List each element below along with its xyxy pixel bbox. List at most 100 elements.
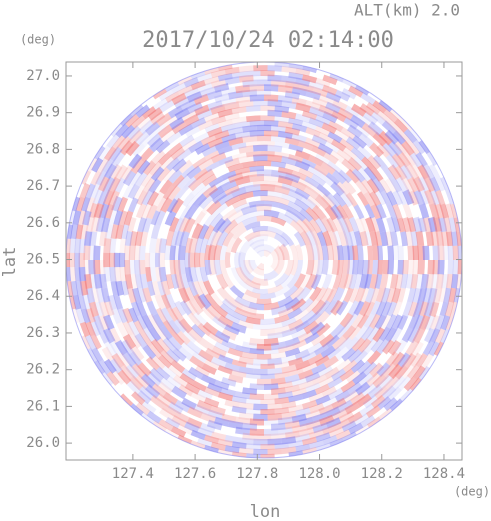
echo-cell [311,374,328,386]
echo-cell [278,120,294,129]
echo-cell [288,450,304,457]
echo-cell [128,260,136,275]
echo-cell [334,389,351,403]
echo-cell [134,231,144,247]
echo-cell [285,430,301,440]
echo-cell [310,230,322,246]
echo-cell [194,365,211,378]
echo-cell [148,178,162,194]
echo-cell [142,287,153,303]
echo-cell [387,164,402,180]
echo-cell [363,361,378,376]
echo-cell [98,260,106,275]
echo-cell [320,193,336,209]
echo-cell [327,376,343,389]
echo-cell [210,78,227,89]
echo-cell [422,245,430,260]
echo-cell [391,216,401,233]
echo-cell [391,375,406,390]
echo-cell [267,226,284,237]
echo-cell [378,130,394,146]
echo-cell [148,343,163,359]
echo-cell [202,321,219,336]
echo-cell [155,238,163,254]
echo-cell [96,158,109,174]
echo-cell [118,210,129,226]
echo-cell [209,292,224,308]
echo-cell [337,107,354,121]
echo-cell [378,326,392,342]
echo-cell [358,132,374,148]
echo-cell [260,151,275,157]
echo-cell [267,357,283,366]
echo-cell [339,312,354,328]
echo-cell [146,190,159,207]
echo-cell [457,245,462,260]
echo-cell [187,101,203,114]
echo-cell [359,287,370,303]
echo-cell [375,287,386,303]
echo-cell [241,169,258,179]
echo-cell [93,202,105,219]
echo-cell [155,197,168,213]
echo-cell [219,260,228,276]
echo-cell [422,340,435,356]
echo-cell [406,364,420,380]
echo-cell [302,436,318,446]
echo-cell [72,308,81,324]
echo-cell [444,301,455,317]
echo-cell [426,151,438,166]
echo-cell [224,76,240,86]
echo-cell [372,100,388,114]
echo-cell [137,217,147,233]
echo-cell [204,293,218,309]
echo-cell [225,237,237,253]
echo-cell [99,273,108,289]
echo-cell [308,154,324,167]
echo-cell [284,136,300,146]
echo-cell [336,358,352,372]
echo-cell [345,192,358,207]
echo-cell [245,105,261,112]
echo-cell [228,90,244,100]
echo-cell [194,404,210,416]
echo-cell [156,167,171,182]
echo-cell [97,328,110,344]
echo-cell [231,142,247,151]
echo-cell [311,204,327,221]
echo-cell [167,105,184,119]
echo-cell [124,274,133,290]
echo-cell [81,335,91,350]
echo-cell [299,297,314,312]
echo-cell [151,149,166,165]
echo-cell [184,204,198,220]
echo-cell [90,287,101,304]
echo-cell [338,273,349,290]
echo-cell [407,176,420,193]
echo-cell [312,96,328,108]
echo-cell [274,196,290,206]
echo-cell [119,238,127,254]
echo-cell [138,260,146,275]
echo-cell [216,230,229,247]
echo-cell [140,172,154,188]
echo-cell [205,161,221,173]
echo-cell [203,397,220,408]
echo-cell [135,203,147,219]
echo-cell [298,427,315,437]
echo-cell [291,208,307,222]
echo-cell [85,287,96,304]
echo-cell [328,426,344,438]
echo-cell [214,140,230,151]
echo-cell [386,314,398,330]
echo-cell [283,285,299,299]
echo-cell [183,287,196,303]
echo-cell [325,406,341,419]
echo-cell [348,300,361,316]
echo-cell [136,390,152,405]
echo-cell [291,133,307,143]
echo-cell [342,179,357,195]
echo-cell [325,334,340,348]
echo-cell [170,197,184,214]
echo-cell [253,358,268,366]
